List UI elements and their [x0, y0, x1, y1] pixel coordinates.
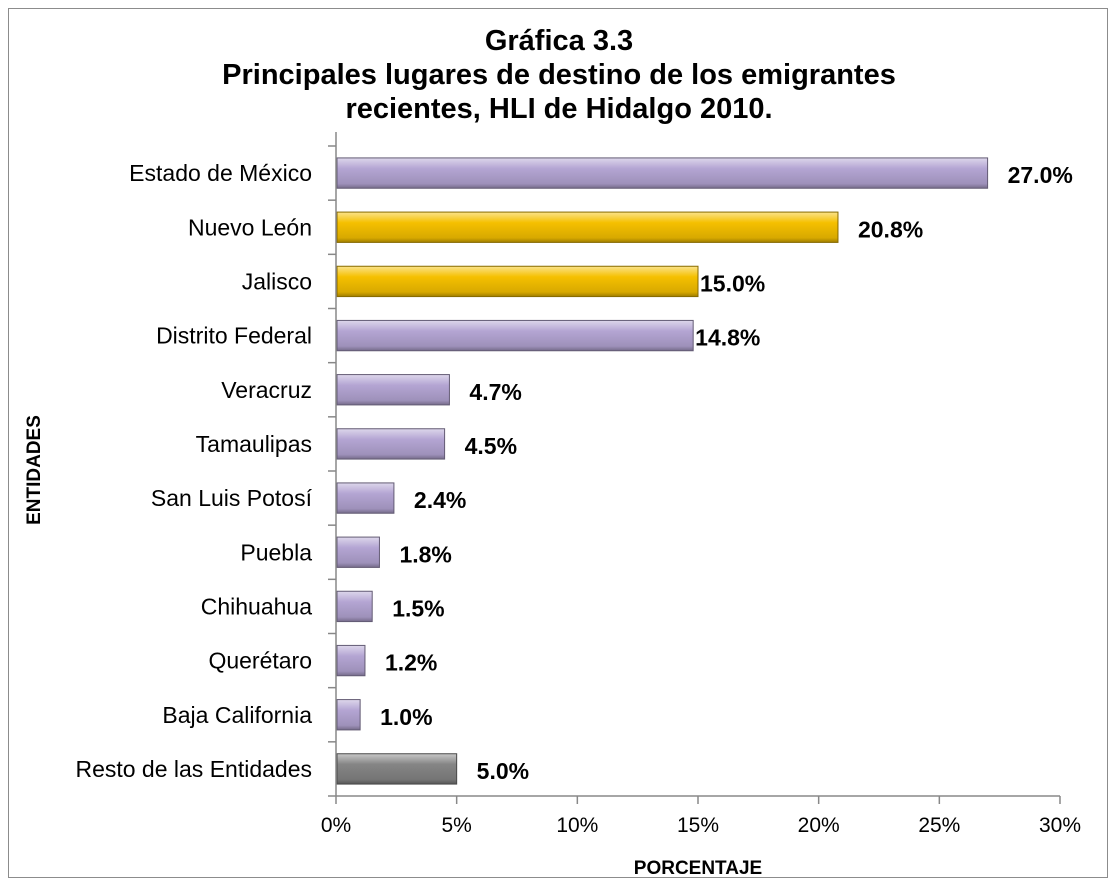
bars-group — [336, 157, 989, 785]
x-tick-label: 25% — [918, 814, 960, 837]
category-label: Baja California — [162, 702, 312, 728]
data-label: 1.5% — [392, 595, 444, 621]
category-label: Tamaulipas — [196, 431, 312, 457]
bar-3 — [336, 265, 699, 298]
chart-title-line-3: recientes, HLI de Hidalgo 2010. — [345, 93, 773, 125]
data-label: 4.7% — [469, 379, 521, 405]
axes-group — [328, 132, 1061, 804]
category-label: Veracruz — [221, 377, 312, 403]
bar-12 — [336, 753, 458, 785]
x-tick-label: 10% — [556, 814, 598, 837]
labels-group: Estado de México 27.0% Nuevo León 20.8% Jali… — [24, 160, 1081, 879]
category-label: Resto de las Entidades — [75, 756, 312, 782]
bar-8 — [336, 536, 380, 568]
x-tick-label: 0% — [321, 814, 351, 837]
chart-title-line-1: Gráfica 3.3 — [484, 25, 634, 57]
category-label: Chihuahua — [201, 593, 312, 619]
data-label: 14.8% — [695, 325, 760, 351]
category-label: Nuevo León — [188, 214, 312, 240]
x-tick-label: 30% — [1039, 814, 1081, 837]
bar-11 — [336, 699, 361, 731]
bar-2 — [336, 211, 839, 243]
data-label: 5.0% — [477, 758, 529, 784]
category-label: Distrito Federal — [156, 323, 312, 349]
x-tick-label: 5% — [441, 814, 471, 837]
category-label: Estado de México — [129, 160, 312, 186]
bar-7 — [336, 482, 395, 514]
bar-10 — [336, 644, 366, 677]
chart-frame — [8, 8, 1108, 878]
category-label: San Luis Potosí — [151, 485, 313, 511]
bar-5 — [336, 374, 450, 406]
category-label: Jalisco — [242, 268, 312, 294]
bar-1 — [336, 157, 989, 189]
y-axis-title: ENTIDADES — [24, 415, 45, 525]
category-label: Querétaro — [208, 648, 312, 674]
category-label: Puebla — [240, 539, 312, 565]
data-label: 15.0% — [700, 270, 765, 296]
chart-title-line-2: Principales lugares de destino de los em… — [222, 59, 896, 91]
data-label: 20.8% — [858, 216, 923, 242]
bar-4 — [336, 319, 694, 352]
data-label: 2.4% — [414, 487, 466, 513]
x-axis-title: PORCENTAJE — [634, 858, 762, 879]
x-tick-label: 20% — [798, 814, 840, 837]
data-label: 1.8% — [399, 541, 451, 567]
data-label: 27.0% — [1008, 162, 1073, 188]
data-label: 1.2% — [385, 650, 437, 676]
bar-9 — [336, 590, 373, 623]
bar-6 — [336, 428, 446, 460]
data-label: 1.0% — [380, 704, 432, 730]
x-tick-label: 15% — [677, 814, 719, 837]
data-label: 4.5% — [465, 433, 517, 459]
